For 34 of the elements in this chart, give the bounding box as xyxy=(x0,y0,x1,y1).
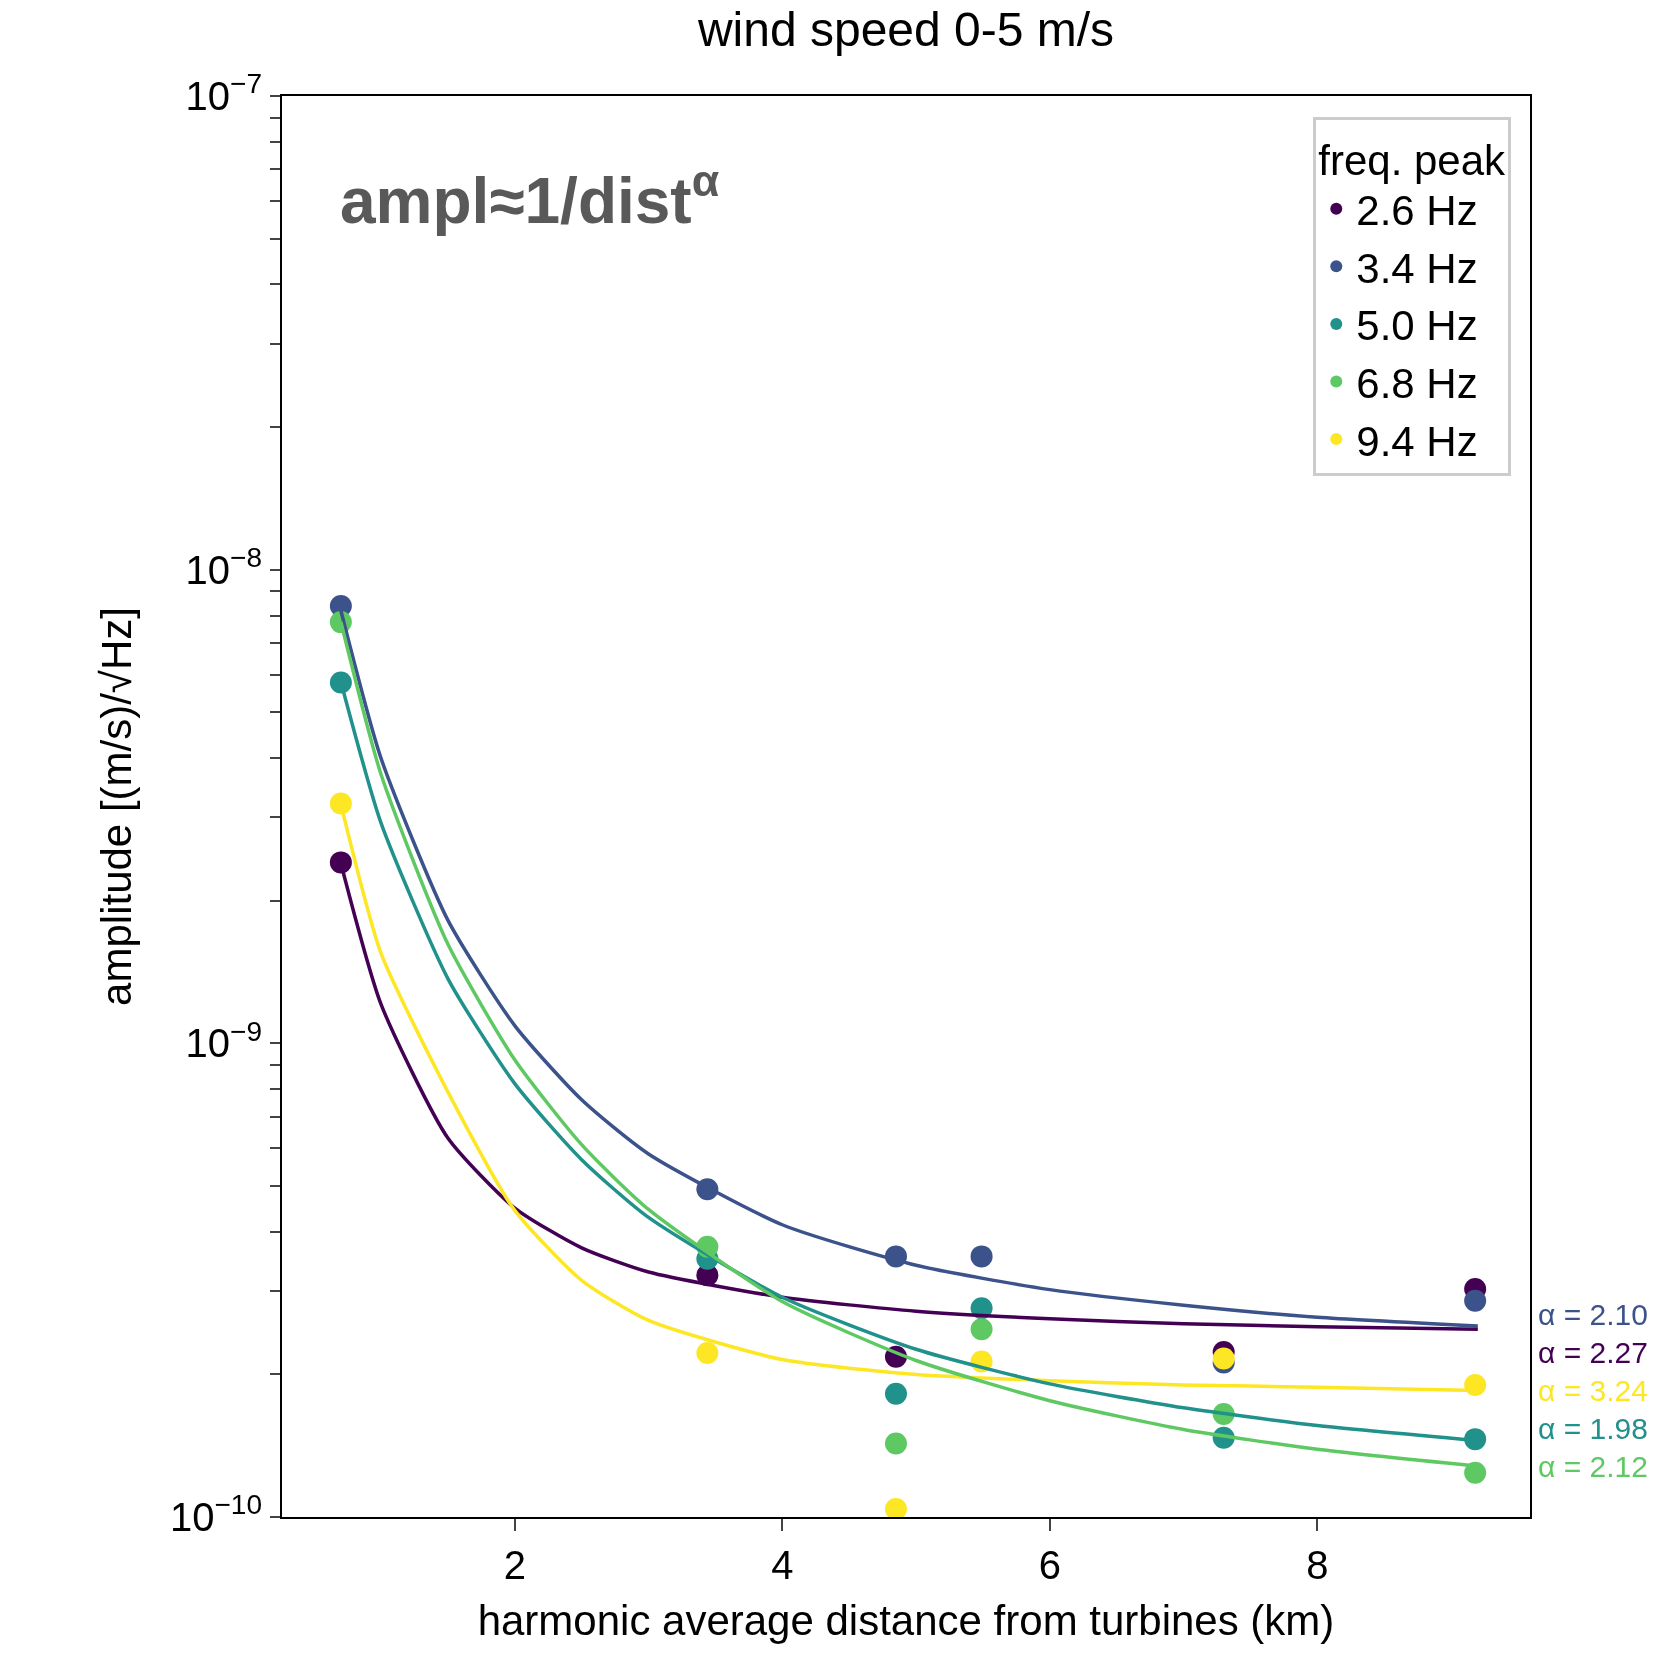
x-axis-title: harmonic average distance from turbines (km) xyxy=(477,1597,1335,1645)
x-tick-label: 4 xyxy=(771,1543,794,1587)
text: α = 2.12 xyxy=(1538,1450,1648,1483)
point xyxy=(329,851,352,874)
y-axis-title: amplitude [(m/s)/√Hz] xyxy=(93,607,141,1006)
text: α = 3.24 xyxy=(1538,1374,1648,1407)
text: α = 2.27 xyxy=(1538,1336,1648,1369)
point xyxy=(1464,1289,1487,1312)
x-tick-label: 2 xyxy=(503,1543,526,1587)
y-tick-label: 10$^{−7}$ xyxy=(185,68,262,118)
legend-label: 5.0 Hz xyxy=(1356,302,1478,350)
legend-label: 2.6 Hz xyxy=(1356,187,1478,235)
point xyxy=(884,1432,907,1455)
point xyxy=(1464,1461,1487,1484)
point xyxy=(1464,1373,1487,1396)
legend-label: 3.4 Hz xyxy=(1356,244,1478,292)
y-tick-label: 10$^{−10}$ xyxy=(170,1489,262,1539)
annotation: ampl≈1/dist$^{α}$ xyxy=(340,155,720,237)
x-tick-label: 8 xyxy=(1306,1543,1329,1587)
point xyxy=(696,1341,719,1364)
y-tick-label: 10$^{−9}$ xyxy=(185,1015,262,1066)
point xyxy=(329,792,352,815)
legend-label: 6.8 Hz xyxy=(1356,359,1478,407)
text: α = 1.98 xyxy=(1538,1412,1648,1445)
text: α = 2.10 xyxy=(1538,1298,1648,1331)
legend-label: 9.4 Hz xyxy=(1356,417,1478,465)
chart-title: wind speed 0-5 m/s xyxy=(696,2,1115,56)
legend-title: freq. peak xyxy=(1318,136,1507,184)
point xyxy=(884,1497,907,1517)
point xyxy=(970,1245,993,1268)
point xyxy=(884,1382,907,1405)
point xyxy=(970,1318,993,1341)
x-tick-label: 6 xyxy=(1038,1543,1061,1587)
y-tick-label: 10$^{−8}$ xyxy=(185,541,262,592)
